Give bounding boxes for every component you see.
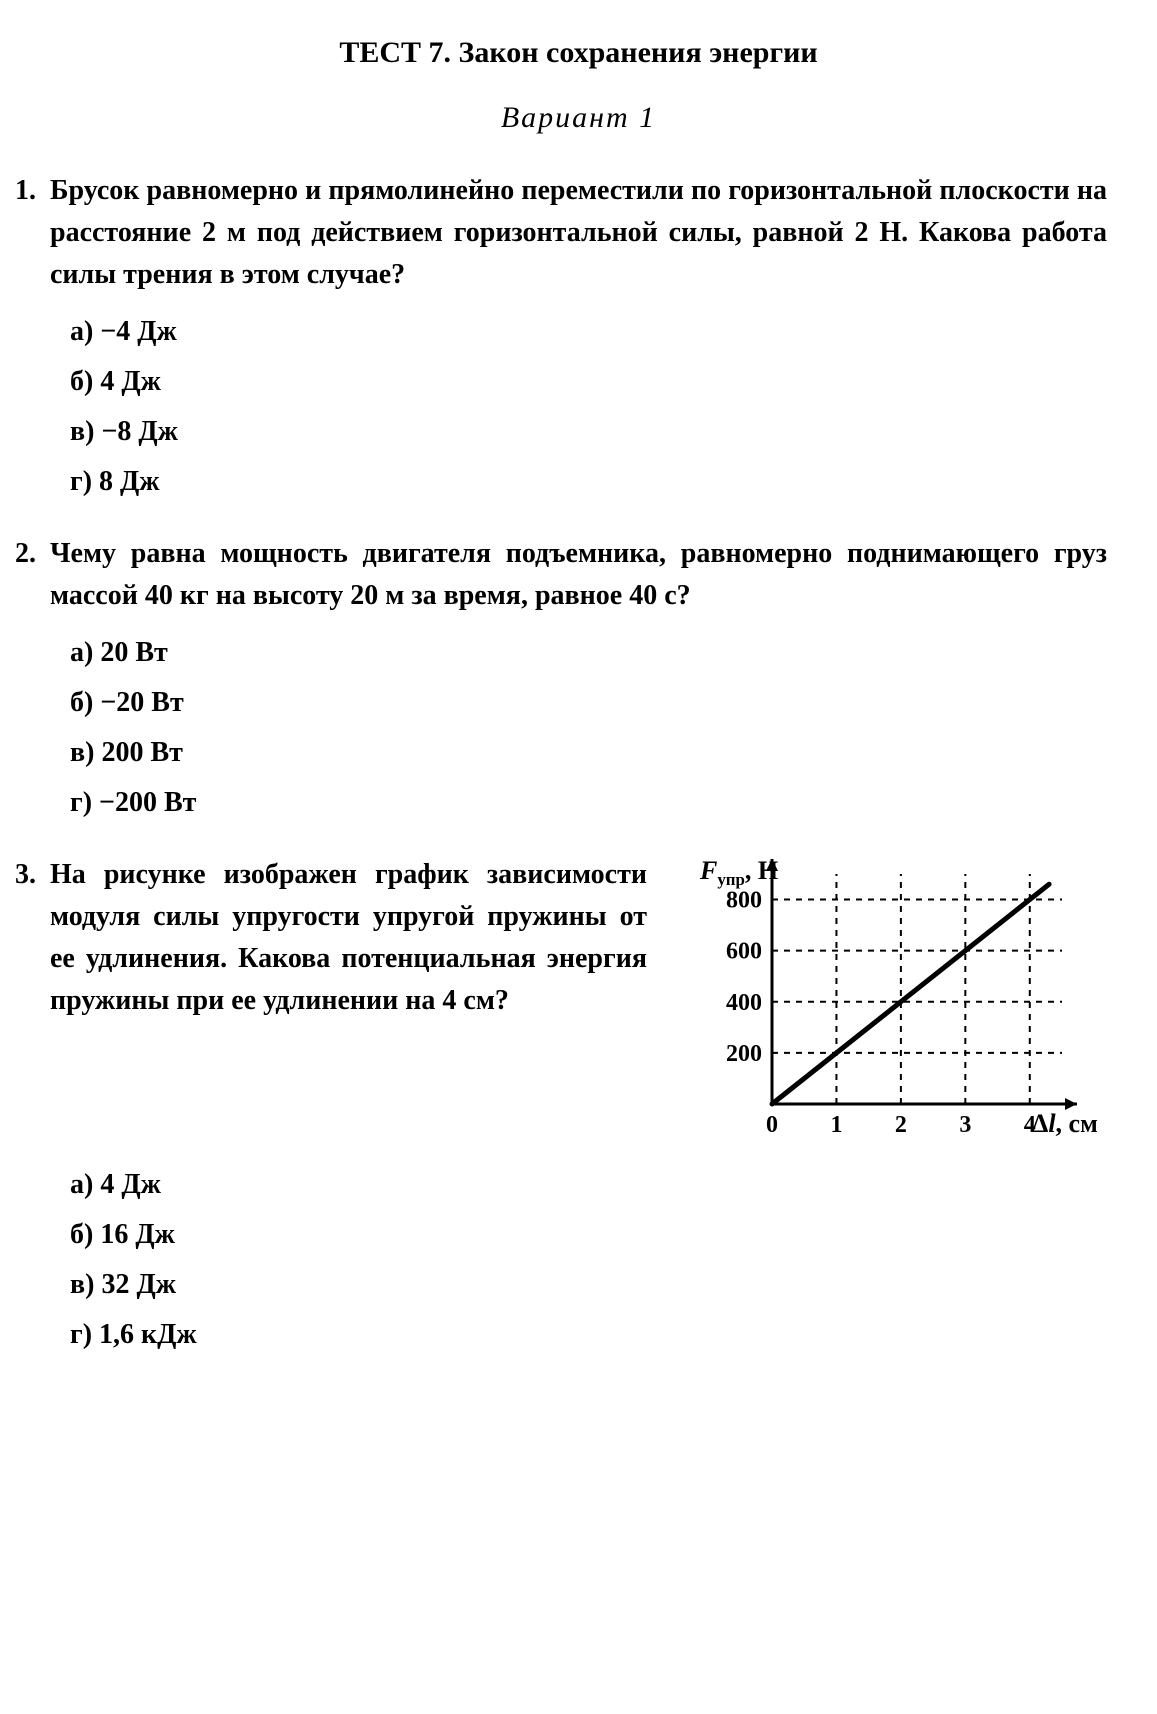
question-1-text: Брусок равномерно и прямолинейно перемес… [50, 175, 1107, 290]
option-2c: в) 200 Вт [70, 732, 1107, 774]
option-1a: а) −4 Дж [70, 311, 1107, 353]
question-3-options: а) 4 Дж б) 16 Дж в) 32 Дж г) 1,6 кДж [70, 1164, 1107, 1356]
option-3b: б) 16 Дж [70, 1214, 1107, 1256]
question-2-number: 2. [15, 533, 36, 575]
option-2d: г) −200 Вт [70, 782, 1107, 824]
question-2-options: а) 20 Вт б) −20 Вт в) 200 Вт г) −200 Вт [70, 632, 1107, 824]
svg-text:2: 2 [895, 1112, 907, 1138]
option-1b: б) 4 Дж [70, 361, 1107, 403]
option-3a: а) 4 Дж [70, 1164, 1107, 1206]
svg-text:0: 0 [766, 1112, 778, 1138]
question-2-text: Чему равна мощность двигателя подъемника… [50, 538, 1107, 611]
question-3: 3. На рисунке изображен график зависимос… [50, 854, 1107, 1356]
question-3-number: 3. [15, 854, 36, 896]
variant-label: Вариант 1 [50, 95, 1107, 140]
question-3-text: На рисунке изображен график зависимости … [50, 859, 647, 1016]
test-title: ТЕСТ 7. Закон сохранения энергии [50, 30, 1107, 75]
option-2a: а) 20 Вт [70, 632, 1107, 674]
svg-text:1: 1 [830, 1112, 842, 1138]
svg-text:Δl, см: Δl, см [1032, 1109, 1098, 1138]
question-1-options: а) −4 Дж б) 4 Дж в) −8 Дж г) 8 Дж [70, 311, 1107, 503]
option-3d: г) 1,6 кДж [70, 1314, 1107, 1356]
option-1d: г) 8 Дж [70, 461, 1107, 503]
svg-text:600: 600 [726, 939, 762, 965]
svg-text:3: 3 [959, 1112, 971, 1138]
question-1-number: 1. [15, 170, 36, 212]
svg-text:200: 200 [726, 1041, 762, 1067]
spring-force-chart: 01234200400600800Fупр, НΔl, см [677, 854, 1107, 1164]
svg-text:400: 400 [726, 990, 762, 1016]
option-2b: б) −20 Вт [70, 682, 1107, 724]
svg-text:800: 800 [726, 888, 762, 914]
question-1: 1. Брусок равномерно и прямолинейно пере… [50, 170, 1107, 503]
option-1c: в) −8 Дж [70, 411, 1107, 453]
option-3c: в) 32 Дж [70, 1264, 1107, 1306]
question-2: 2. Чему равна мощность двигателя подъемн… [50, 533, 1107, 824]
